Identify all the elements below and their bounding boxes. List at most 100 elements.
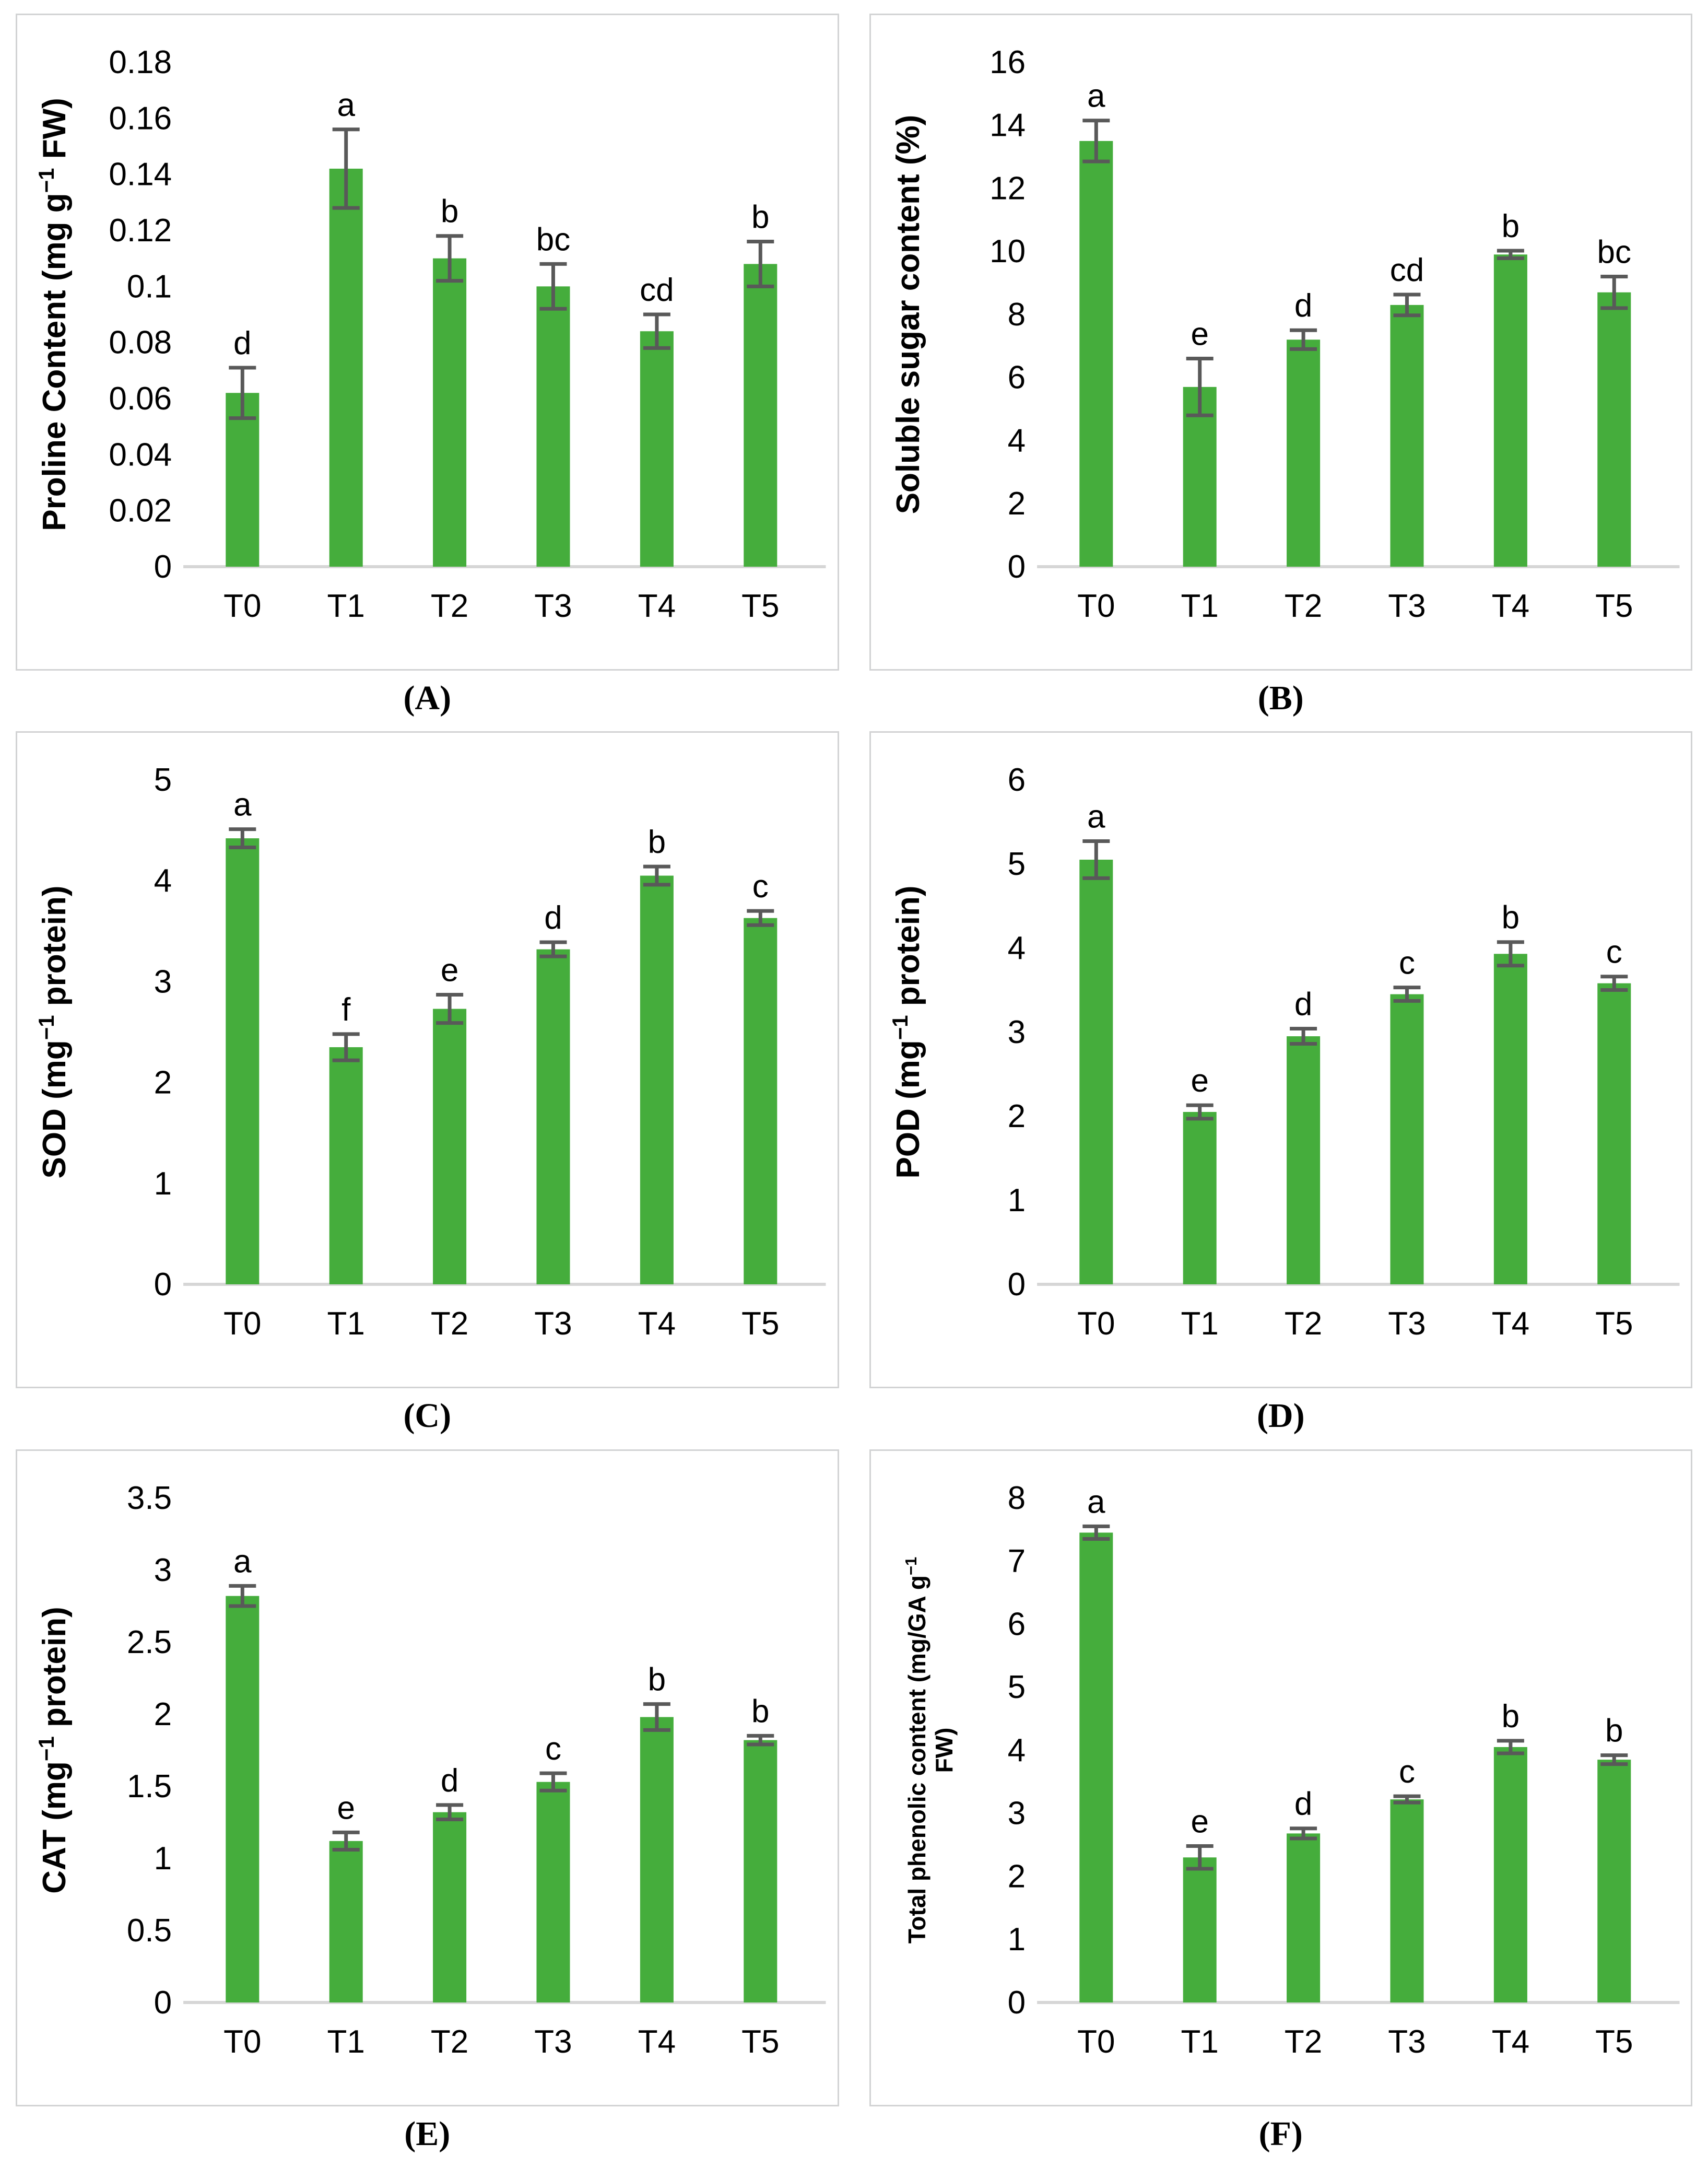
figure-cell-a: 0 0.02 0.04 0.06 0.08 0.1 0.12 0.14 0.16 0.18 d T0 a… — [16, 14, 839, 731]
svg-text:POD (mg−1 protein): POD (mg−1 protein) — [888, 886, 926, 1179]
chart-D-errorbar-T0 — [1082, 839, 1110, 881]
chart-D-errorbar-T3 — [1393, 986, 1421, 1003]
chart-A-errorbar-T4 — [643, 312, 670, 350]
chart-B-xlabel-T4: T4 — [1491, 588, 1529, 624]
chart-F-errorbar-T3 — [1393, 1794, 1421, 1805]
chart-C-bar-T1 — [329, 1047, 363, 1285]
chart-D-sig-letter-T1: e — [1191, 1063, 1208, 1099]
chart-E-sig-letter-T4: b — [648, 1661, 666, 1697]
chart-E-ytick-2.5: 2.5 — [127, 1624, 172, 1660]
chart-F-sig-letter-T3: c — [1398, 1754, 1415, 1790]
chart-A-sig-letter-T4: cd — [640, 272, 674, 308]
chart-B-ytick-2: 2 — [1007, 486, 1025, 522]
chart-F-sig-letter-T0: a — [1087, 1484, 1105, 1520]
chart-C-bar-T5 — [744, 918, 778, 1285]
chart-A-xlabel-T3: T3 — [534, 588, 572, 624]
chart-B-sig-letter-T1: e — [1191, 317, 1208, 353]
chart-F-ytick-2: 2 — [1007, 1858, 1025, 1894]
chart-E-ytick-2: 2 — [154, 1696, 172, 1732]
svg-text:Total phenolic content (mg/GA: Total phenolic content (mg/GA g−1 — [902, 1556, 930, 1943]
chart-E-ytick-1.5: 1.5 — [127, 1768, 172, 1805]
chart-A-bar-T1 — [329, 168, 363, 567]
chart-B-ytick-14: 14 — [990, 108, 1026, 144]
chart-E-errorbar-T0 — [229, 1584, 256, 1608]
chart-F-xlabel-T1: T1 — [1181, 2024, 1218, 2060]
chart-B-bar-T2 — [1286, 339, 1320, 567]
chart-A-bar-T5 — [744, 264, 778, 567]
chart-C-sig-letter-T3: d — [544, 900, 562, 936]
chart-A-xlabel-T0: T0 — [223, 588, 261, 624]
chart-D-sig-letter-T5: c — [1606, 934, 1622, 970]
chart-E-errorbar-T4 — [643, 1702, 670, 1732]
chart-A-ytick-0.08: 0.08 — [109, 325, 172, 361]
chart-C-sig-letter-T4: b — [648, 824, 666, 860]
chart-A-ytick-0.14: 0.14 — [109, 157, 172, 193]
chart-F-xlabel-T2: T2 — [1284, 2024, 1322, 2060]
chart-D-sig-letter-T3: c — [1398, 945, 1415, 981]
chart-A-ytick-0.06: 0.06 — [109, 381, 172, 417]
chart-D-xlabel-T0: T0 — [1077, 1306, 1115, 1342]
chart-F-ytick-8: 8 — [1007, 1480, 1025, 1516]
chart-F-xlabel-T4: T4 — [1491, 2024, 1529, 2060]
chart-C-xlabel-T4: T4 — [638, 1306, 676, 1342]
chart-C-ytick-5: 5 — [154, 762, 172, 798]
chart-B-xlabel-T5: T5 — [1595, 588, 1633, 624]
chart-F-bar-T5 — [1597, 1759, 1631, 2002]
chart-B-xlabel-T3: T3 — [1388, 588, 1426, 624]
chart-D-y-axis-title: POD (mg−1 protein) — [888, 886, 926, 1179]
figure-cell-b: 0 2 4 6 8 10 12 14 16 a T0 e T1 d T2 cd T3 b T4 bc T5 Soluble… — [869, 14, 1692, 731]
chart-B-errorbar-T1 — [1186, 357, 1214, 417]
chart-B-bar-T5 — [1597, 292, 1631, 567]
chart-A-sig-letter-T3: bc — [536, 221, 570, 257]
chart-F-errorbar-T4 — [1497, 1739, 1524, 1755]
chart-B-ytick-6: 6 — [1007, 360, 1025, 396]
svg-text:CAT (mg−1 protein): CAT (mg−1 protein) — [34, 1607, 73, 1893]
chart-C-bar-T3 — [536, 949, 570, 1285]
chart-E-sig-letter-T2: d — [441, 1763, 458, 1799]
chart-A: 0 0.02 0.04 0.06 0.08 0.1 0.12 0.14 0.16 0.18 d T0 a… — [34, 44, 826, 624]
chart-A-ytick-0.02: 0.02 — [109, 493, 172, 529]
chart-C-errorbar-T3 — [539, 940, 567, 958]
chart-F-sig-letter-T2: d — [1294, 1786, 1312, 1822]
chart-A-ytick-0.04: 0.04 — [109, 437, 172, 473]
chart-F-ytick-7: 7 — [1007, 1543, 1025, 1579]
chart-C-xlabel-T0: T0 — [223, 1306, 261, 1342]
figure-cell-e: 0 0.5 1 1.5 2 2.5 3 3.5 a T0 e T1 d T2 c T3 b T4 b T5 CAT (m… — [16, 1449, 839, 2167]
chart-C-errorbar-T1 — [332, 1032, 360, 1062]
chart-F-bar-T3 — [1389, 1799, 1424, 2002]
panel-caption-C: (C) — [403, 1397, 452, 1435]
chart-E-xlabel-T2: T2 — [431, 2024, 468, 2060]
panel-C: 0 1 2 3 4 5 a T0 f T1 e T2 d T3 b T4 c T5 SOD (mg−1 protei… — [16, 731, 839, 1389]
chart-D-sig-letter-T2: d — [1294, 987, 1312, 1023]
chart-C-xlabel-T1: T1 — [327, 1306, 365, 1342]
chart-C-ytick-2: 2 — [154, 1065, 172, 1101]
chart-D-ytick-3: 3 — [1007, 1014, 1025, 1050]
chart-C-sig-letter-T0: a — [233, 787, 252, 823]
chart-A-bar-T2 — [433, 258, 467, 567]
chart-C-bar-T2 — [433, 1009, 467, 1285]
chart-B-ytick-10: 10 — [990, 233, 1026, 270]
chart-B-errorbar-T5 — [1600, 275, 1628, 310]
svg-text:Soluble sugar content (%): Soluble sugar content (%) — [890, 115, 926, 514]
chart-C-bar-T4 — [640, 875, 674, 1285]
chart-A-xlabel-T4: T4 — [638, 588, 676, 624]
chart-B-ytick-12: 12 — [990, 171, 1026, 207]
chart-D-bar-T4 — [1493, 954, 1527, 1285]
chart-E: 0 0.5 1 1.5 2 2.5 3 3.5 a T0 e T1 d T2 c T3 b T4 b T5 CAT (m… — [34, 1480, 826, 2060]
chart-B-ytick-0: 0 — [1007, 549, 1025, 585]
svg-text:Proline Content (mg g−1 FW): Proline Content (mg g−1 FW) — [34, 98, 73, 531]
chart-D-errorbar-T1 — [1186, 1103, 1214, 1121]
chart-E-ytick-1: 1 — [154, 1841, 172, 1877]
panel-A: 0 0.02 0.04 0.06 0.08 0.1 0.12 0.14 0.16 0.18 d T0 a… — [16, 14, 839, 671]
chart-C-sig-letter-T5: c — [752, 869, 769, 905]
chart-F-bar-T4 — [1493, 1747, 1527, 2002]
chart-B-ytick-16: 16 — [990, 44, 1026, 80]
chart-C-y-axis-title: SOD (mg−1 protein) — [34, 886, 73, 1179]
chart-E-bar-T1 — [329, 1841, 363, 2002]
chart-D-errorbar-T2 — [1289, 1027, 1317, 1046]
chart-E-bar-T3 — [536, 1782, 570, 2002]
chart-F-xlabel-T5: T5 — [1595, 2024, 1633, 2060]
chart-B-sig-letter-T5: bc — [1597, 235, 1631, 271]
chart-E-bar-T2 — [433, 1812, 467, 2002]
